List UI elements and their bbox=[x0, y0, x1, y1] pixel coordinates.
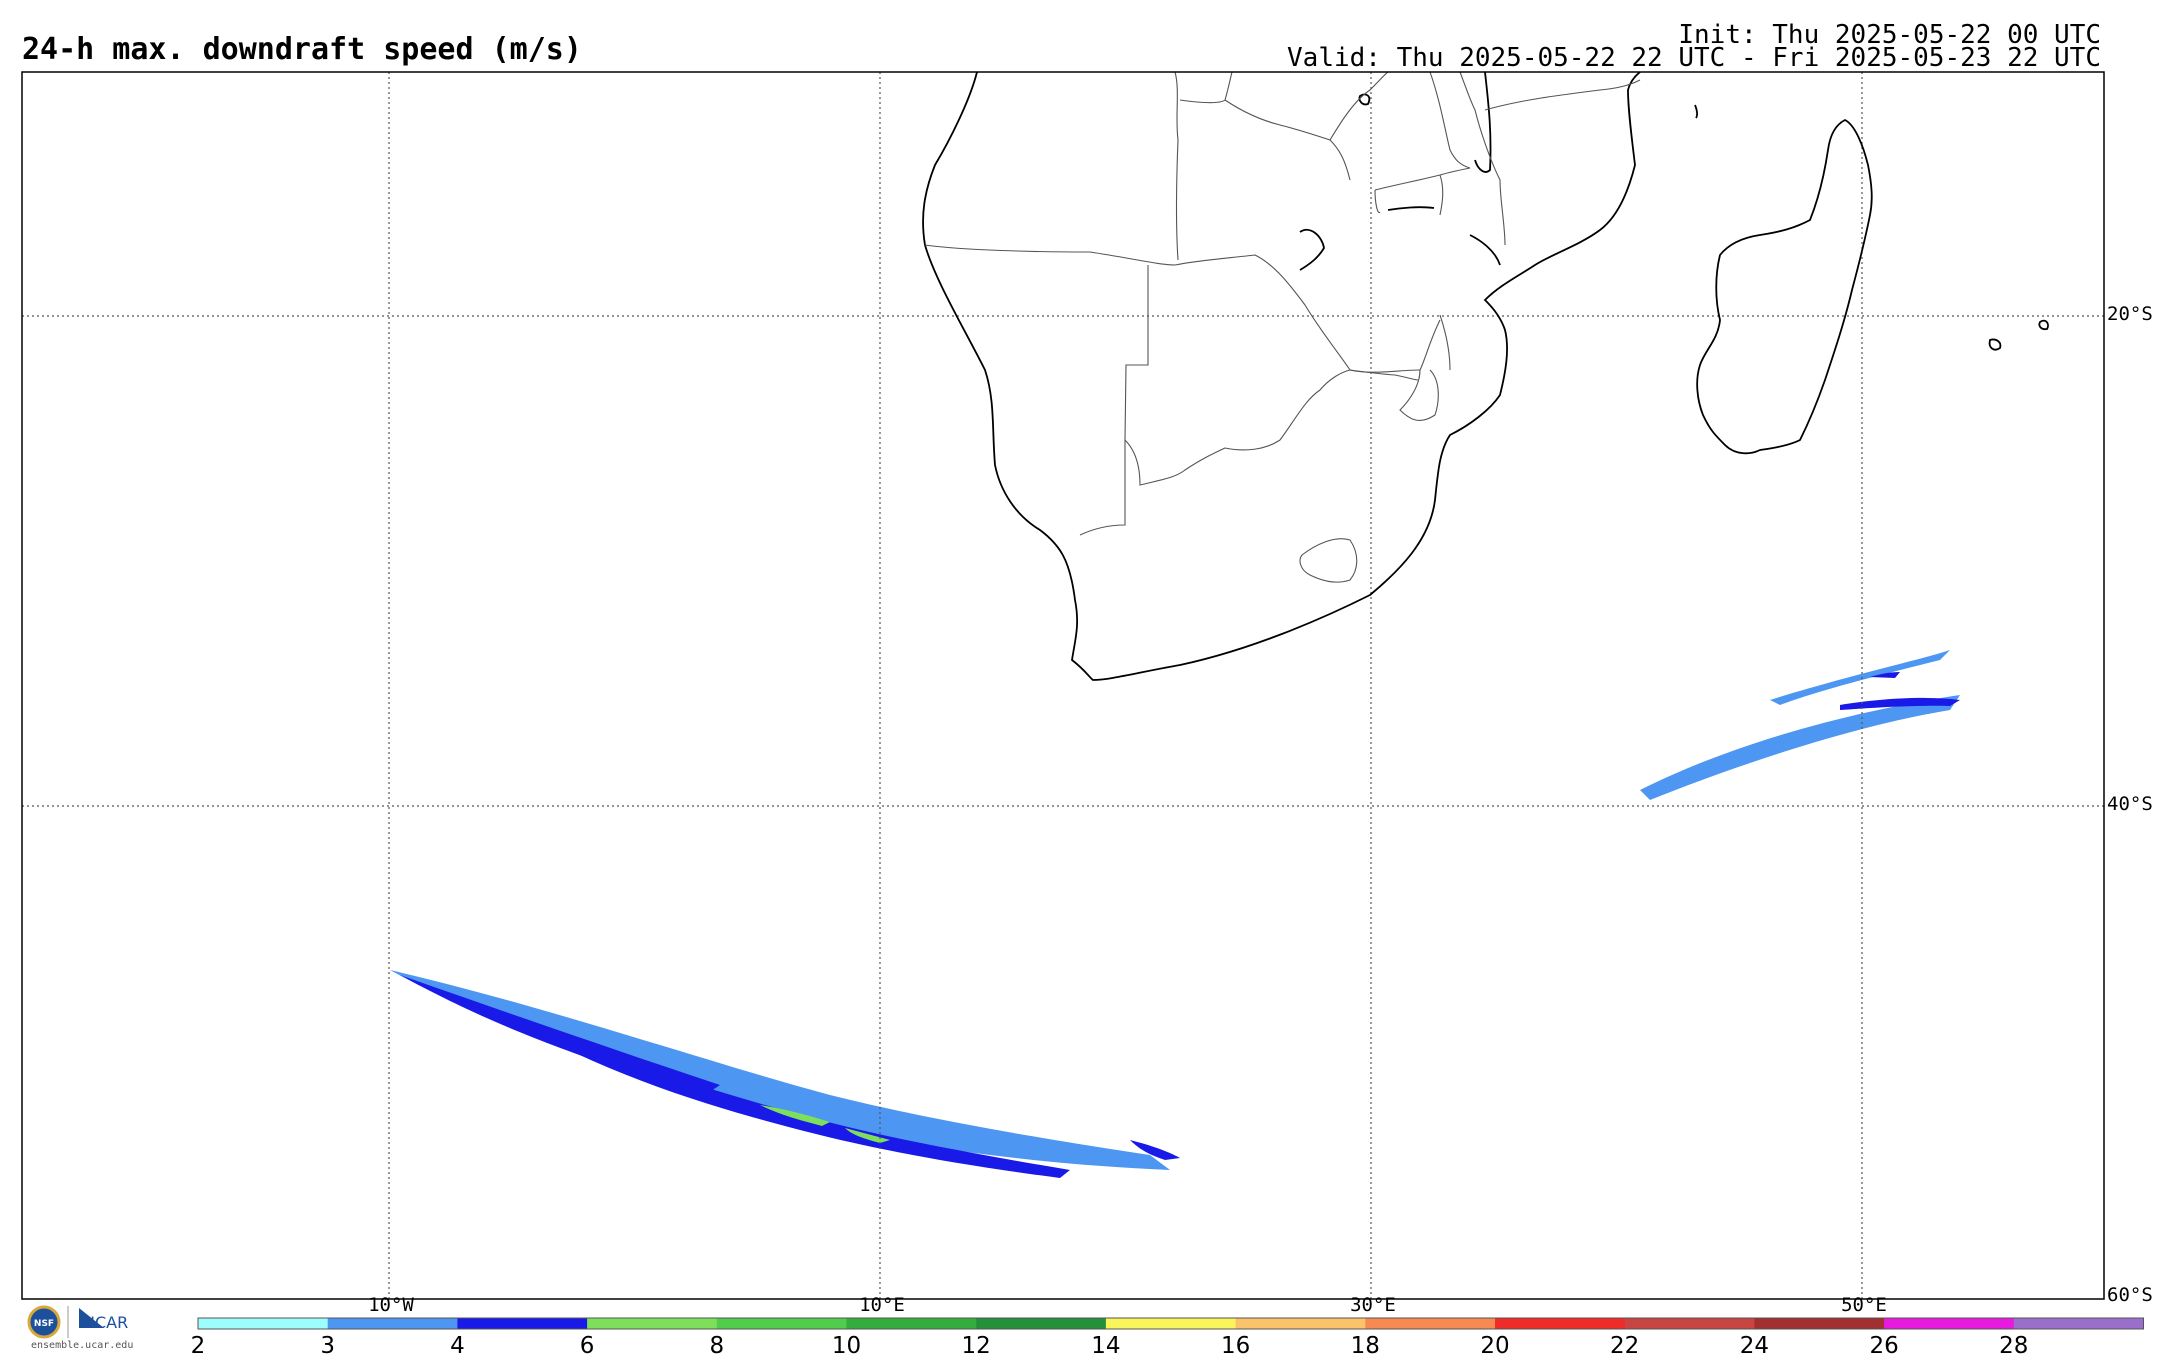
ncar-logo-icon: NCAR bbox=[79, 1308, 128, 1332]
lat-label-40s: 40°S bbox=[2107, 793, 2153, 815]
graticule bbox=[22, 72, 2104, 1299]
lon-label-10e: 10°E bbox=[859, 1294, 905, 1316]
colorbar-label: 22 bbox=[1610, 1333, 1640, 1359]
ncar-logo-text: NCAR bbox=[83, 1313, 128, 1332]
colorbar-label: 18 bbox=[1350, 1333, 1380, 1359]
lon-label-10w: 10°W bbox=[368, 1294, 414, 1316]
colorbar-swatch bbox=[587, 1318, 718, 1329]
map-frame bbox=[21, 71, 2105, 1300]
site-credit: ensemble.ucar.edu bbox=[31, 1340, 134, 1351]
downdraft-shading bbox=[22, 80, 2104, 1299]
lon-label-30e: 30°E bbox=[1350, 1294, 1396, 1316]
colorbar-swatch bbox=[1884, 1318, 2015, 1329]
nsf-seal-icon: NSF bbox=[27, 1305, 61, 1339]
colorbar-swatch bbox=[198, 1318, 329, 1329]
colorbar-label: 12 bbox=[961, 1333, 991, 1359]
lat-label-20s: 20°S bbox=[2107, 303, 2153, 325]
init-time: Init: Thu 2025-05-22 00 UTC bbox=[1678, 20, 2101, 50]
colorbar-swatch bbox=[1235, 1318, 1366, 1329]
colorbar-label: 24 bbox=[1739, 1333, 1770, 1359]
colorbar-swatch bbox=[1624, 1318, 1755, 1329]
colorbar-swatch bbox=[1495, 1318, 1626, 1329]
colorbar-label: 20 bbox=[1480, 1333, 1510, 1359]
colorbar-label: 8 bbox=[709, 1333, 725, 1359]
colorbar-label: 26 bbox=[1869, 1333, 1899, 1359]
map-title: 24-h max. downdraft speed (m/s) bbox=[22, 32, 582, 67]
colorbar-swatch bbox=[2013, 1318, 2144, 1329]
colorbar-label: 28 bbox=[1999, 1333, 2029, 1359]
colorbar-label: 2 bbox=[190, 1333, 206, 1359]
colorbar-swatch bbox=[457, 1318, 588, 1329]
country-borders bbox=[924, 72, 1641, 583]
colorbar-swatch bbox=[976, 1318, 1107, 1329]
lon-label-50e: 50°E bbox=[1841, 1294, 1887, 1316]
colorbar-swatch bbox=[716, 1318, 847, 1329]
colorbar-swatch bbox=[1754, 1318, 1885, 1329]
valid-period: Valid: Thu 2025-05-22 22 UTC - Fri 2025-… bbox=[1287, 43, 2101, 73]
colorbar-label: 16 bbox=[1220, 1333, 1251, 1359]
nsf-logo-text: NSF bbox=[34, 1319, 54, 1329]
colorbar-label: 4 bbox=[450, 1333, 465, 1359]
colorbar-label: 6 bbox=[579, 1333, 595, 1359]
coastline bbox=[922, 72, 2049, 681]
lat-label-60s: 60°S bbox=[2107, 1284, 2153, 1306]
colorbar-label: 3 bbox=[320, 1333, 336, 1359]
colorbar-swatch bbox=[1105, 1318, 1237, 1329]
colorbar-label: 10 bbox=[831, 1333, 862, 1359]
colorbar-swatch bbox=[846, 1318, 977, 1329]
colorbar-swatch bbox=[327, 1318, 458, 1329]
colorbar-swatch bbox=[1365, 1318, 1496, 1329]
colorbar bbox=[197, 1317, 2144, 1330]
colorbar-label: 14 bbox=[1091, 1333, 1121, 1359]
colorbar-frame bbox=[197, 1317, 2144, 1330]
